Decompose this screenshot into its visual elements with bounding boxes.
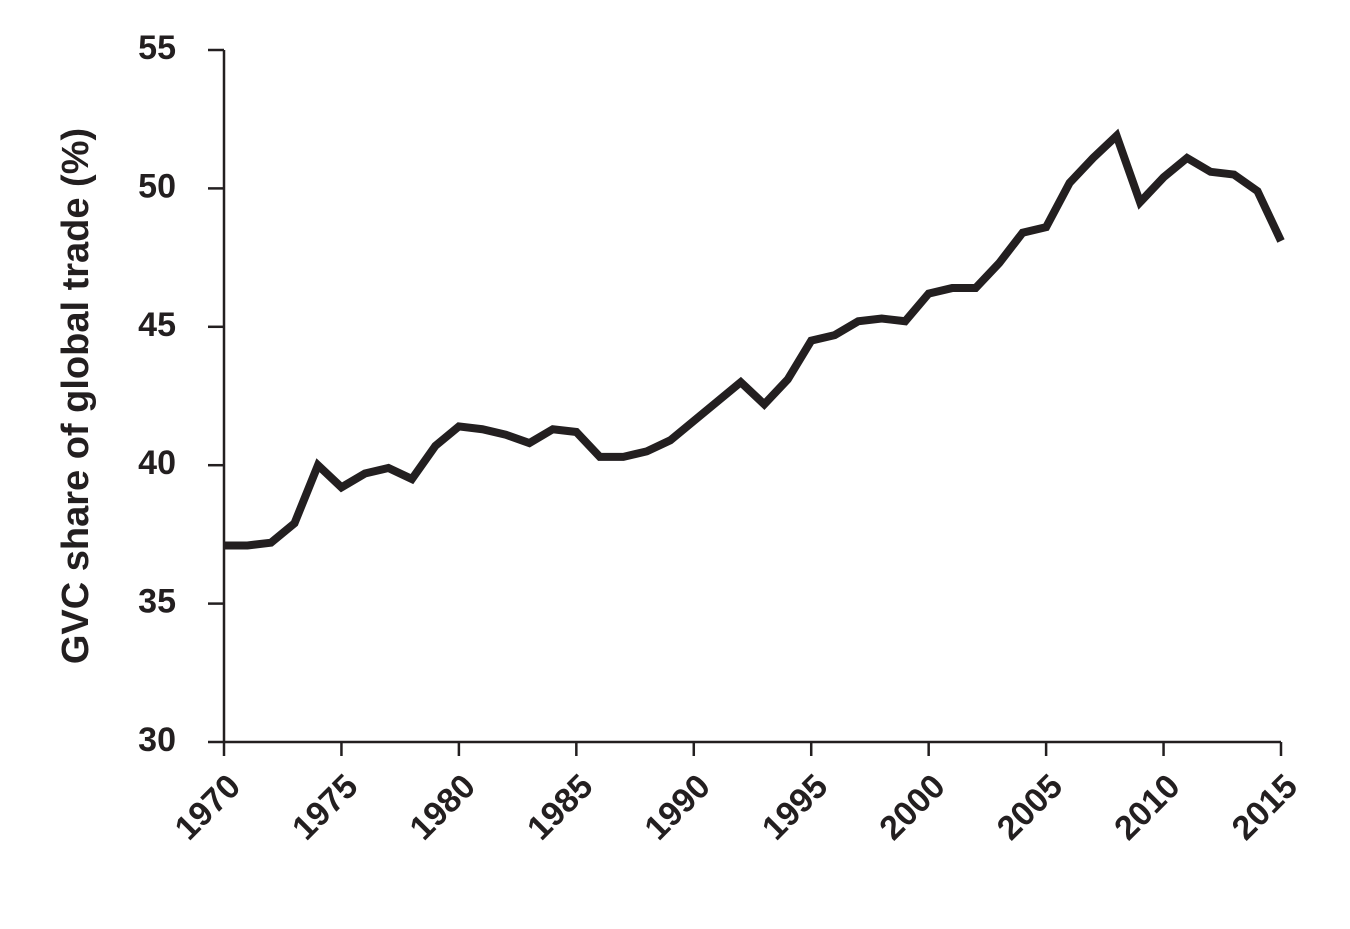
x-tick-label: 1975	[285, 767, 365, 847]
y-tick-label: 55	[138, 29, 176, 67]
x-tick-label: 2010	[1107, 767, 1187, 847]
y-tick-label: 40	[138, 444, 176, 482]
y-tick-label: 50	[138, 167, 176, 205]
x-tick-label: 2005	[990, 767, 1070, 847]
x-tick-label: 1970	[168, 767, 248, 847]
x-tick-label: 2000	[872, 767, 952, 847]
line	[224, 128, 1285, 550]
x-tick-label: 1990	[637, 767, 717, 847]
x-tick-label: 1995	[755, 767, 835, 847]
y-tick-label: 30	[138, 721, 176, 759]
y-tick-label: 35	[138, 583, 176, 621]
y-axis-label: GVC share of global trade (%)	[55, 128, 97, 664]
x-tick-label: 1985	[520, 767, 600, 847]
y-tick-label: 45	[138, 306, 176, 344]
x-tick-label: 1980	[403, 767, 483, 847]
x-tick-label: 2015	[1225, 767, 1305, 847]
